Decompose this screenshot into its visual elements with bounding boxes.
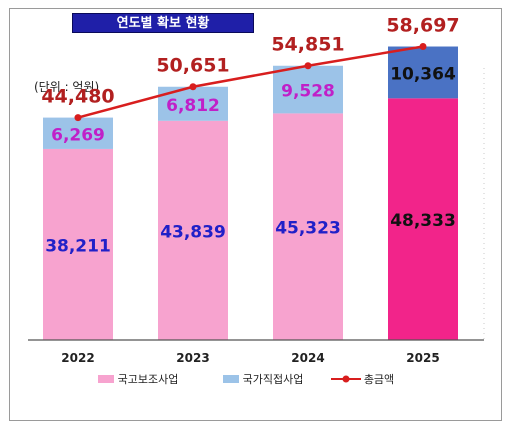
data-label-top: 9,528 bbox=[281, 82, 335, 102]
total-line bbox=[77, 45, 424, 119]
data-label-bottom: 38,211 bbox=[45, 236, 111, 256]
total-label: 54,851 bbox=[271, 34, 344, 56]
total-label: 58,697 bbox=[386, 15, 459, 37]
data-label-bottom: 48,333 bbox=[390, 211, 456, 231]
bar-segment-국가직접사업 bbox=[43, 117, 113, 149]
data-label-top: 10,364 bbox=[390, 64, 456, 84]
chart-title: 연도별 확보 현황 bbox=[72, 13, 254, 33]
bar-segment-국가직접사업 bbox=[388, 46, 458, 99]
data-label-top: 6,269 bbox=[51, 125, 105, 145]
data-label-bottom: 43,839 bbox=[160, 222, 226, 242]
bar-segment-국고보조사업 bbox=[158, 120, 228, 341]
data-label-top: 6,812 bbox=[166, 96, 220, 116]
total-point bbox=[74, 114, 82, 122]
x-tick-label: 2025 bbox=[406, 351, 439, 365]
legend-label: 총금액 bbox=[364, 373, 394, 386]
legend-swatch-top bbox=[223, 375, 239, 383]
total-label: 44,480 bbox=[41, 86, 114, 108]
unit-label: (단위 : 억원) bbox=[34, 80, 100, 94]
total-point bbox=[304, 62, 312, 70]
total-point bbox=[419, 43, 427, 51]
total-label: 50,651 bbox=[156, 55, 229, 77]
legend-label: 국가직접사업 bbox=[243, 373, 304, 386]
bar-segment-국고보조사업 bbox=[388, 98, 458, 341]
legend-swatch-point bbox=[342, 375, 350, 383]
bar-segment-국가직접사업 bbox=[273, 65, 343, 114]
bar-segment-국고보조사업 bbox=[43, 148, 113, 340]
x-tick-label: 2024 bbox=[291, 351, 324, 365]
x-tick-label: 2022 bbox=[61, 351, 94, 365]
legend-label: 국고보조사업 bbox=[118, 373, 179, 386]
x-tick-label: 2023 bbox=[176, 351, 209, 365]
total-point bbox=[189, 83, 197, 91]
data-label-bottom: 45,323 bbox=[275, 219, 341, 239]
legend-swatch-bottom bbox=[98, 375, 114, 383]
bar-segment-국고보조사업 bbox=[273, 113, 343, 340]
